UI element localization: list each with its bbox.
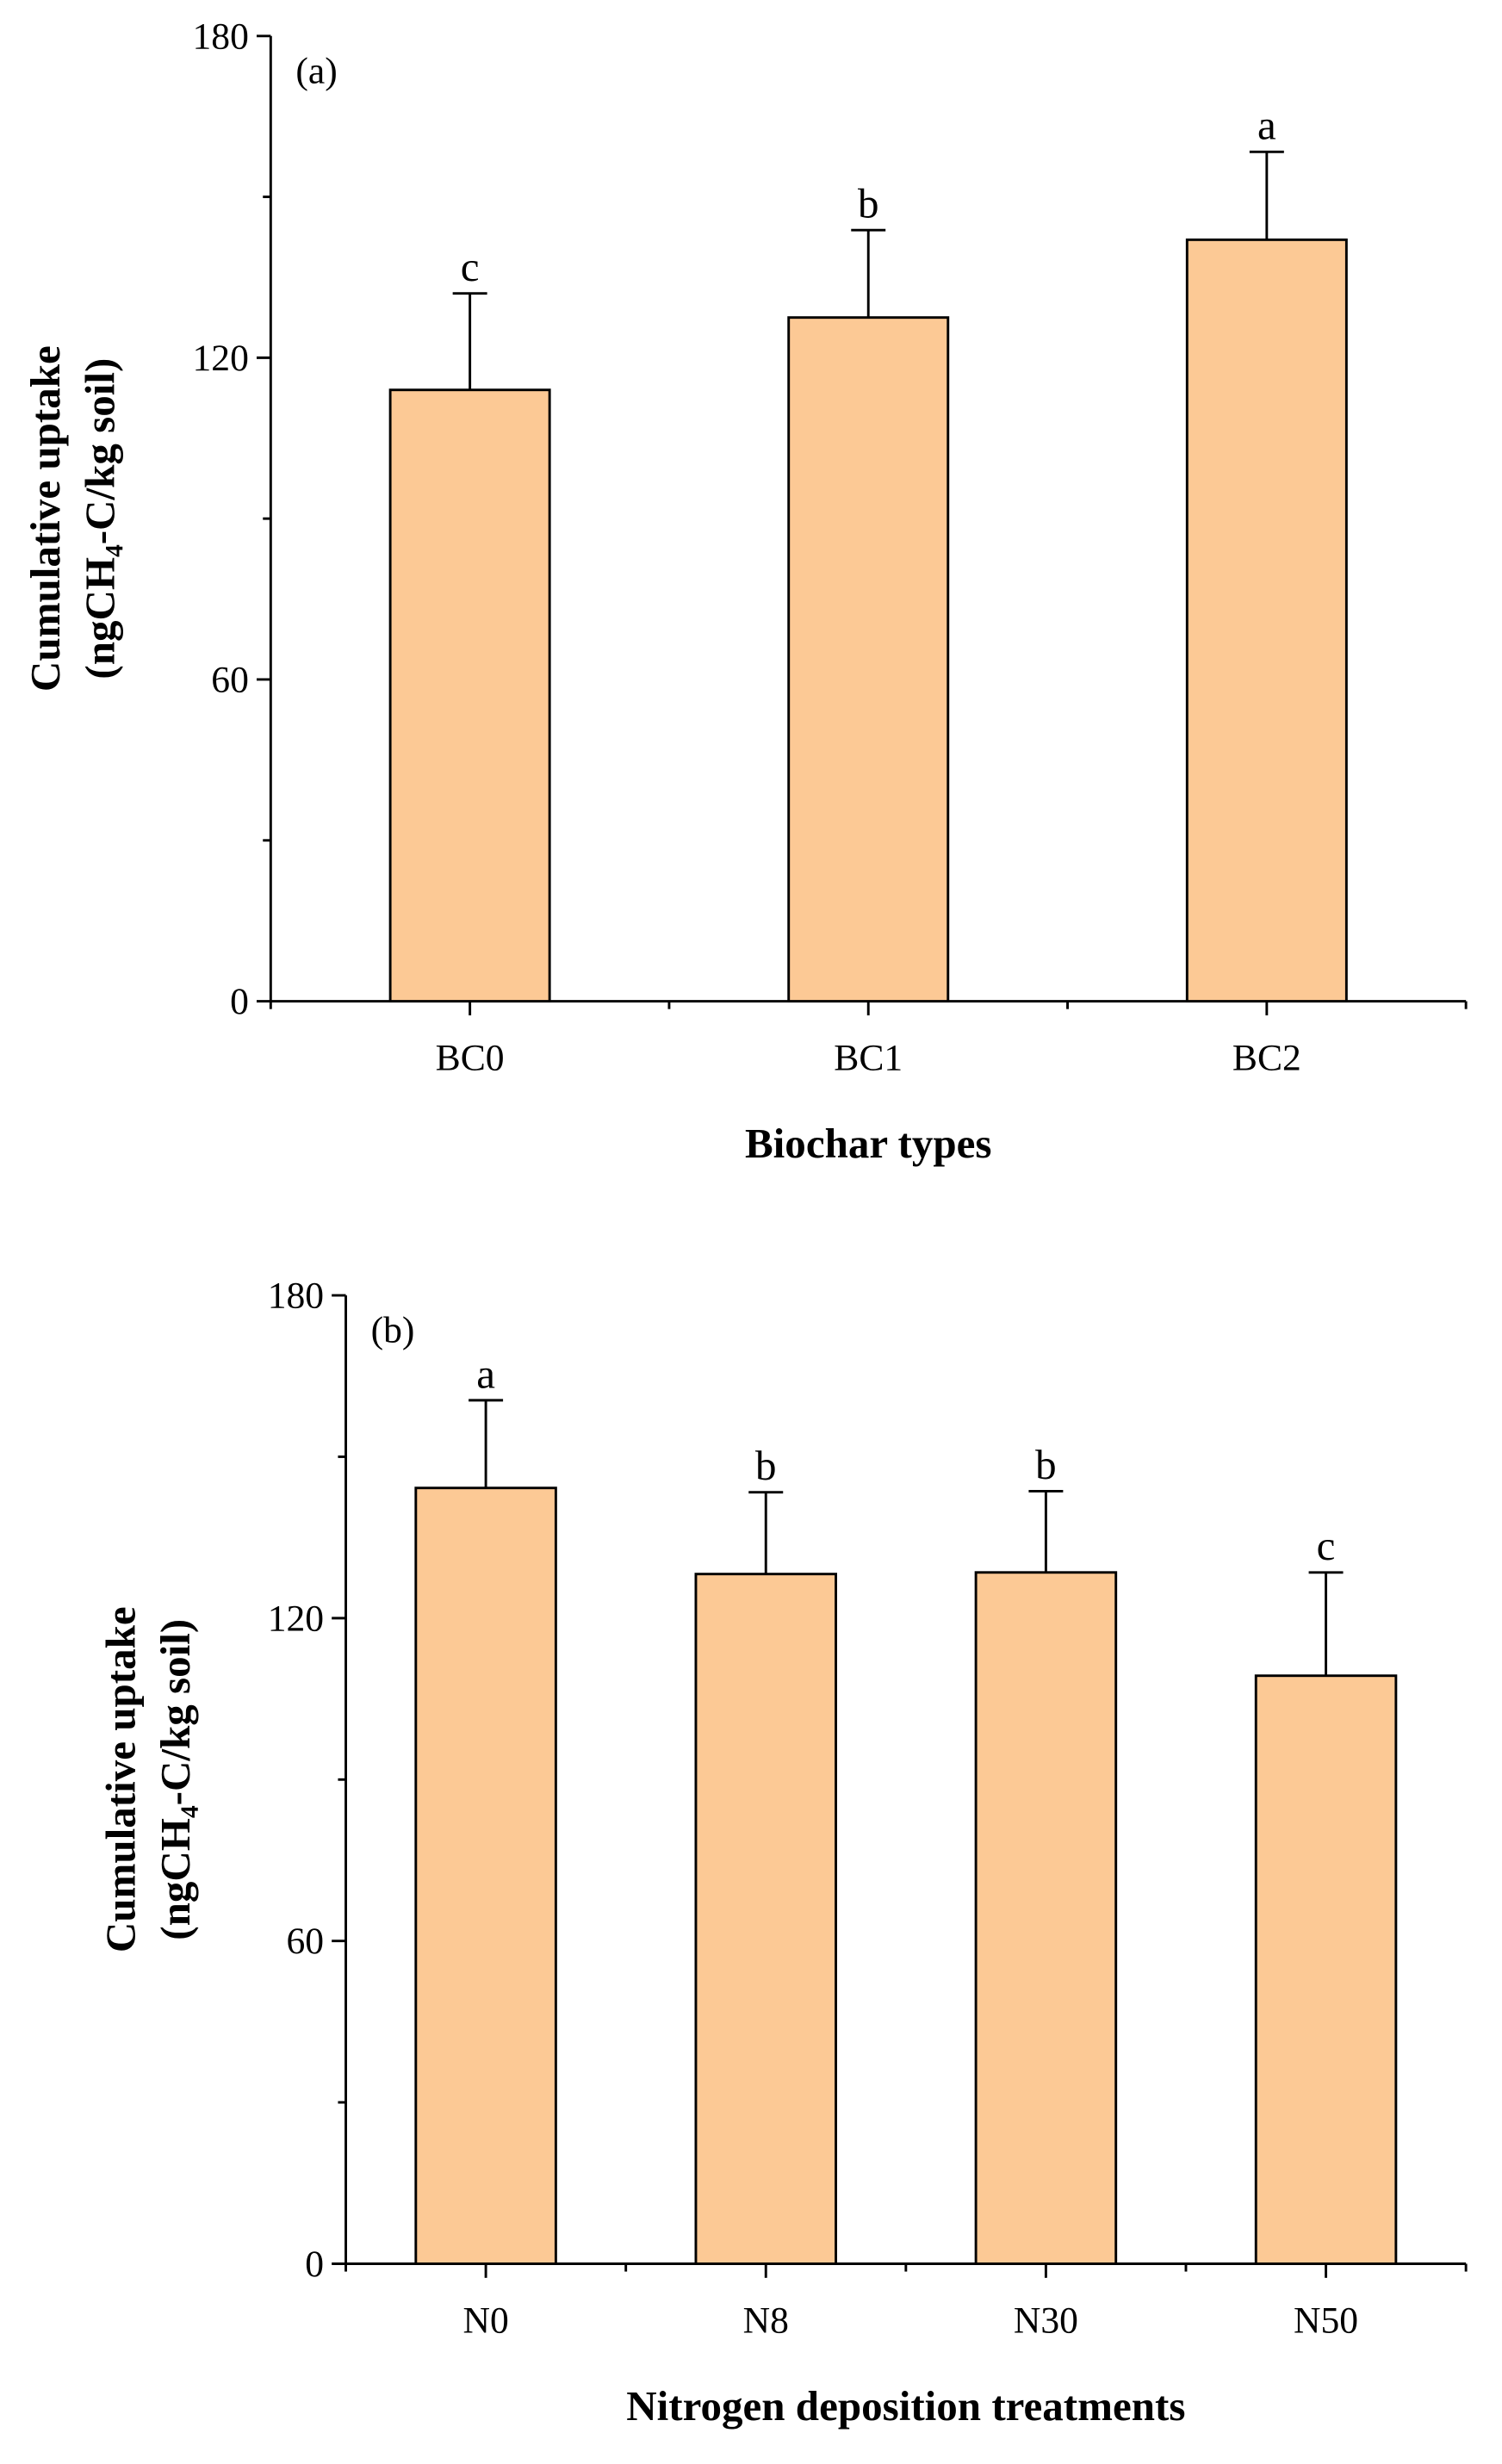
significance-letter: a [476, 1350, 495, 1397]
panel-label: (a) [295, 50, 337, 91]
x-tick-label: N50 [1294, 2300, 1358, 2341]
panel-label: (b) [371, 1310, 415, 1351]
y-axis-title: (ngCH₄-C/kg soil) [77, 358, 124, 680]
x-tick-label: N0 [462, 2300, 508, 2341]
y-axis-title: (ngCH₄-C/kg soil) [152, 1619, 199, 1940]
significance-letter: a [1257, 102, 1276, 149]
y-tick-label: 60 [211, 660, 249, 701]
y-tick-label: 120 [193, 338, 249, 379]
significance-letter: b [755, 1442, 777, 1489]
y-axis-title: Cumulative uptake [96, 1606, 144, 1952]
bar [974, 1571, 1118, 2265]
x-tick-label: BC0 [436, 1037, 505, 1078]
significance-letter: c [1317, 1522, 1336, 1569]
y-tick-label: 0 [305, 2244, 324, 2285]
significance-letter: c [461, 243, 480, 290]
significance-letter: b [1035, 1441, 1057, 1488]
x-axis-title: Biochar types [745, 1120, 991, 1167]
bar [787, 316, 950, 1003]
bar [694, 1573, 837, 2265]
bar [1185, 238, 1348, 1003]
x-tick-label: N8 [743, 2300, 789, 2341]
bar [388, 388, 551, 1003]
bar [1254, 1674, 1398, 2265]
x-tick-label: BC1 [834, 1037, 903, 1078]
y-tick-label: 60 [287, 1921, 325, 1962]
y-tick-label: 180 [193, 16, 249, 57]
bar [414, 1486, 557, 2265]
y-tick-label: 180 [268, 1275, 324, 1317]
x-tick-label: N30 [1014, 2300, 1078, 2341]
x-axis-title: Nitrogen deposition treatments [626, 2382, 1185, 2430]
x-tick-label: BC2 [1232, 1037, 1301, 1078]
significance-letter: b [858, 180, 879, 227]
y-tick-label: 120 [268, 1598, 324, 1639]
y-tick-label: 0 [230, 981, 249, 1022]
y-axis-title: Cumulative uptake [22, 345, 69, 692]
